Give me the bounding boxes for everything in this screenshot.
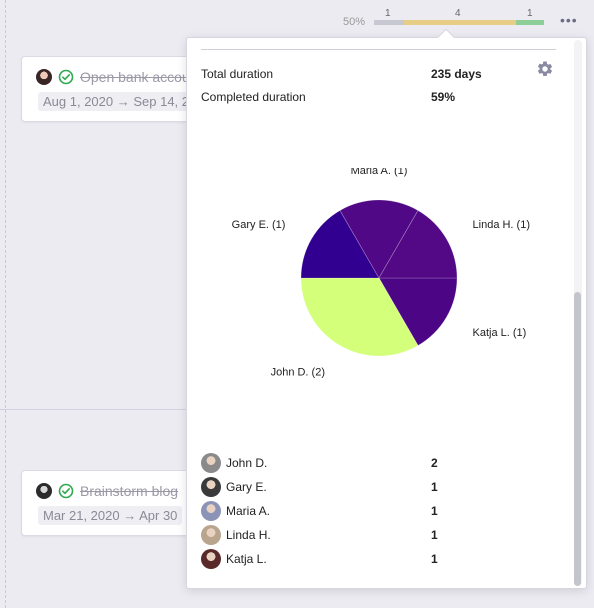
total-duration-label: Total duration: [201, 67, 274, 81]
pie-slice[interactable]: [300, 210, 380, 279]
timeline-guide-line: [5, 0, 6, 608]
task-dates: Aug 1, 2020 → Sep 14, 2020: [38, 92, 216, 111]
scrollbar-thumb[interactable]: [574, 292, 581, 586]
task-title: Brainstorm blog: [80, 483, 179, 499]
task-title: Open bank account: [80, 69, 202, 85]
avatar: [201, 549, 221, 569]
legend-row-katja: Katja L. 1: [201, 548, 438, 570]
assignee-name: John D.: [226, 456, 268, 470]
progress-segment[interactable]: [404, 20, 516, 25]
assignee-count: 1: [431, 504, 438, 518]
avatar: [201, 501, 221, 521]
progress-segment[interactable]: [374, 20, 404, 25]
progress-segment[interactable]: [516, 20, 544, 25]
pie-slice[interactable]: [378, 210, 458, 279]
check-circle-icon: [58, 69, 74, 85]
assignee-count: 1: [431, 528, 438, 542]
task-dates: Mar 21, 2020 → Apr 30: [38, 506, 183, 525]
popover-divider: [201, 49, 556, 50]
assignee-name: Gary E.: [226, 480, 267, 494]
completed-duration-value: 59%: [431, 90, 456, 104]
timeline-divider: [0, 409, 190, 410]
gear-icon[interactable]: [536, 60, 554, 78]
assignee-pie-chart: Katja L. (1) John D. (2) Gary E. (1) Maria …: [232, 168, 530, 379]
legend-row-john: John D. 2: [201, 452, 438, 474]
pie-slice[interactable]: [378, 277, 458, 346]
avatar: [36, 69, 52, 85]
legend-row-gary: Gary E. 1: [201, 476, 438, 498]
avatar: [36, 483, 52, 499]
avatar: [201, 525, 221, 545]
pie-slice[interactable]: [300, 277, 419, 357]
assignee-count: 1: [431, 480, 438, 494]
legend-row-linda: Linda H. 1: [201, 524, 438, 546]
segment-count-label: 1: [527, 8, 533, 19]
legend-row-maria: Maria A. 1: [201, 500, 438, 522]
more-options-icon[interactable]: •••: [560, 12, 578, 28]
pie-slice-label: Maria A. (1): [351, 168, 408, 177]
completed-duration-label: Completed duration: [201, 90, 306, 104]
pie-slice-label: John D. (2): [271, 367, 325, 379]
assignee-name: Linda H.: [226, 528, 271, 542]
check-circle-icon: [58, 483, 74, 499]
avatar: [201, 453, 221, 473]
segment-count-label: 4: [455, 8, 461, 19]
assignee-name: Maria A.: [226, 504, 271, 518]
stats-popover: Total duration 235 days Completed durati…: [186, 37, 587, 589]
avatar: [201, 477, 221, 497]
assignee-count: 2: [431, 456, 438, 470]
assignee-name: Katja L.: [226, 552, 267, 566]
assignee-count: 1: [431, 552, 438, 566]
pie-slice-label: Katja L. (1): [473, 327, 527, 339]
pie-slice-label: Gary E. (1): [232, 219, 286, 231]
total-duration-value: 235 days: [431, 67, 482, 81]
segment-count-label: 1: [385, 8, 391, 19]
pie-slice[interactable]: [339, 199, 419, 279]
pie-slice-label: Linda H. (1): [473, 219, 530, 231]
progress-percent: 50%: [343, 16, 366, 28]
